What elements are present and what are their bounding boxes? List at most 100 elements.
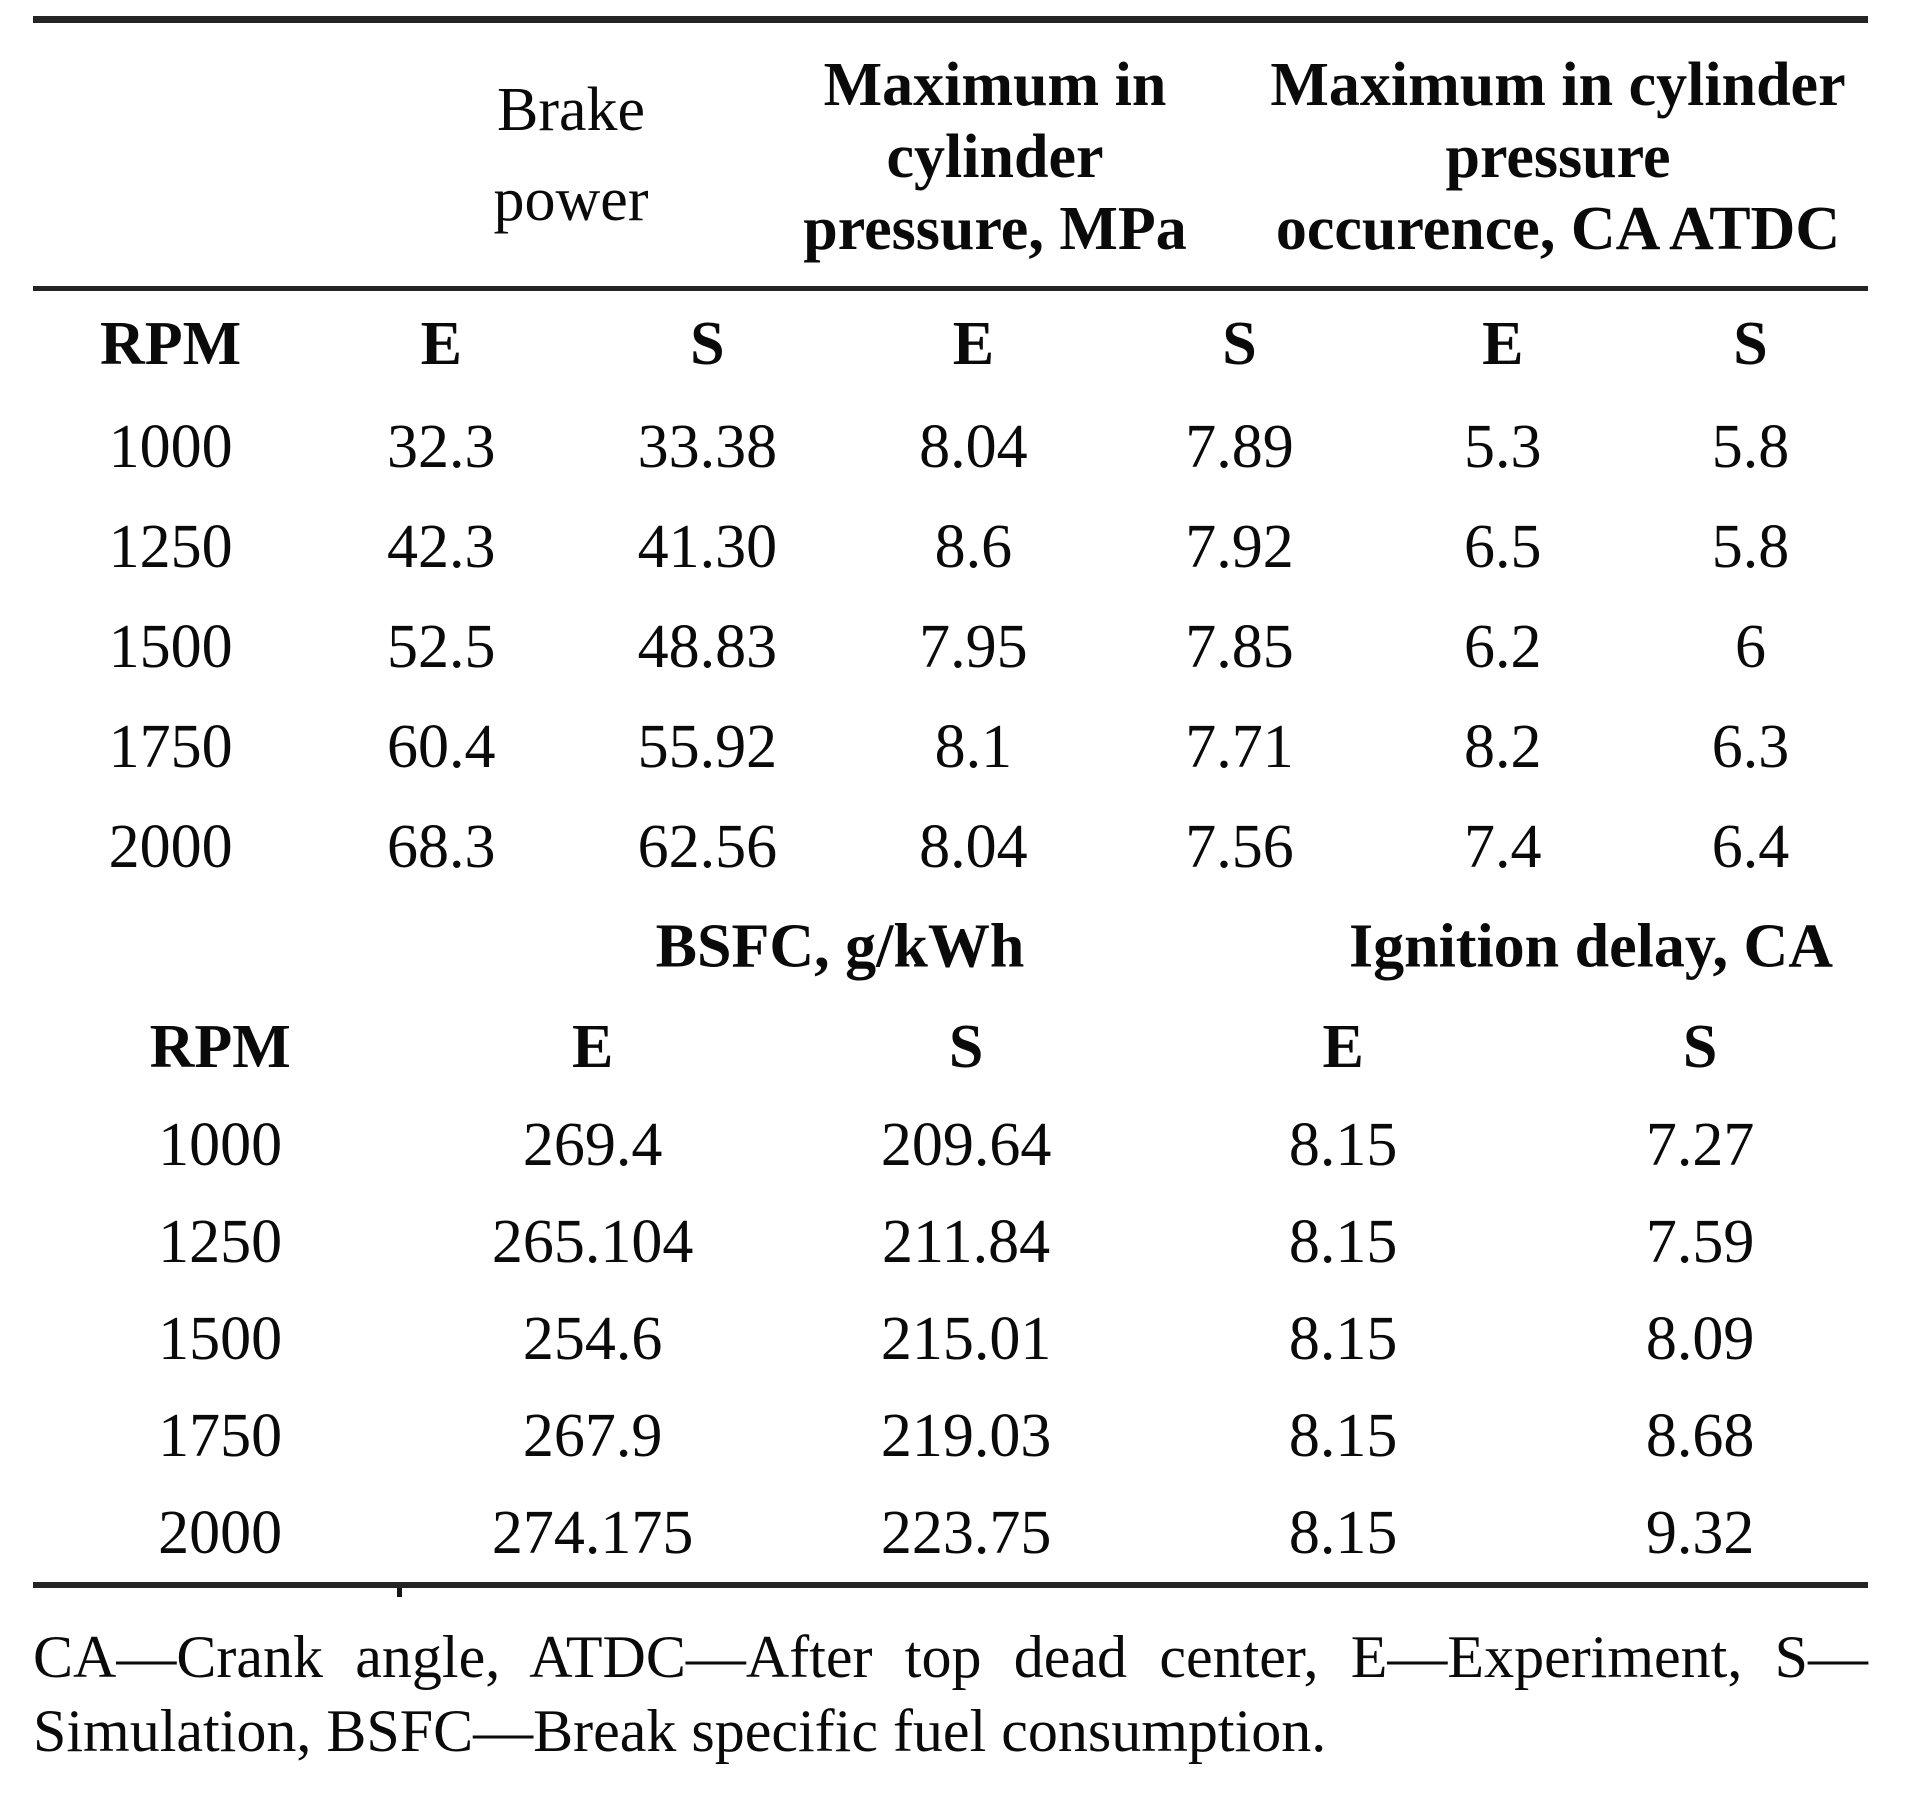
group-header-max-cylinder-pressure: Maximum in cylinder pressure, MPa (803, 49, 1186, 265)
table-row: 1000 269.4 209.64 8.15 7.27 (33, 1097, 1868, 1194)
cell-value: 254.6 (522, 1305, 663, 1373)
upper-column-header-row: RPM E S E S E S (33, 291, 1868, 397)
header-separator-rule (33, 286, 1868, 291)
col-header-s-occurrence: S (1733, 309, 1768, 378)
cell-value: 6.5 (1464, 512, 1542, 581)
cell-value: 211.84 (881, 1208, 1051, 1276)
group-header-line: Maximum in cylinder (1270, 51, 1846, 119)
cell-value: 60.4 (387, 712, 496, 781)
cell-value: 7.85 (1185, 612, 1294, 681)
cell-value: 32.3 (387, 412, 496, 481)
col-header-rpm: RPM (149, 1012, 291, 1081)
table-row: 2000 274.175 223.75 8.15 9.32 (33, 1485, 1868, 1582)
cell-value: 8.15 (1288, 1499, 1398, 1567)
cell-value: 6.3 (1711, 712, 1790, 781)
group-header-max-pressure-occurrence: Maximum in cylinder pressure occurence, … (1270, 49, 1845, 265)
table-footnote: CA—Crank angle, ATDC—After top dead cent… (33, 1620, 1868, 1768)
cell-value: 55.92 (637, 712, 778, 781)
cell-value: 223.75 (880, 1499, 1052, 1567)
cell-value: 8.15 (1288, 1208, 1398, 1276)
table-row: 2000 68.3 62.56 8.04 7.56 7.4 6.4 (33, 797, 1868, 897)
cell-value: 267.9 (522, 1402, 663, 1470)
cell-rpm: 1250 (108, 512, 233, 581)
table-row: 1250 42.3 41.30 8.6 7.92 6.5 5.8 (33, 497, 1868, 597)
cell-value: 8.6 (934, 512, 1013, 581)
cell-value: 6.2 (1464, 612, 1542, 681)
cell-value: 209.64 (880, 1111, 1052, 1179)
cell-value: 269.4 (522, 1111, 663, 1179)
cell-value: 8.15 (1288, 1402, 1398, 1470)
rule-tick-mark (397, 1588, 402, 1597)
cell-value: 8.2 (1464, 712, 1542, 781)
cell-value: 274.175 (491, 1499, 694, 1567)
lower-column-header-row: RPM E S E S (33, 997, 1868, 1097)
col-header-s-ignition: S (1682, 1012, 1718, 1081)
footnote-line: Simulation, BSFC—Break specific fuel con… (33, 1698, 1327, 1764)
performance-table-upper: RPM E S E S E S 1000 32.3 33.38 8.04 7.8… (33, 291, 1868, 897)
cell-rpm: 1750 (108, 712, 233, 781)
cell-value: 7.59 (1645, 1208, 1755, 1276)
cell-value: 5.8 (1711, 412, 1790, 481)
col-header-e-ignition: E (1322, 1012, 1364, 1081)
cell-value: 6.4 (1711, 812, 1790, 881)
cell-value: 8.1 (934, 712, 1013, 781)
cell-value: 68.3 (387, 812, 496, 881)
col-header-s-brake: S (690, 309, 725, 378)
col-header-e-pressure: E (952, 309, 995, 378)
cell-rpm: 1250 (158, 1208, 283, 1276)
col-header-s-bsfc: S (948, 1012, 984, 1081)
table-row: 1750 267.9 219.03 8.15 8.68 (33, 1388, 1868, 1485)
cell-rpm: 1000 (158, 1111, 283, 1179)
cell-value: 48.83 (637, 612, 778, 681)
table-row: 1500 52.5 48.83 7.95 7.85 6.2 6 (33, 597, 1868, 697)
cell-value: 219.03 (880, 1402, 1052, 1470)
cell-value: 52.5 (387, 612, 496, 681)
cell-value: 215.01 (880, 1305, 1052, 1373)
cell-value: 8.04 (919, 812, 1028, 881)
group-header-ignition-delay: Ignition delay, CA (1348, 912, 1834, 981)
cell-value: 7.4 (1464, 812, 1542, 881)
performance-table-lower: RPM E S E S 1000 269.4 209.64 8.15 7.27 … (33, 997, 1868, 1582)
footnote-line: CA—Crank angle, ATDC—After top dead cent… (33, 1624, 1868, 1690)
group-header-line: cylinder (886, 123, 1104, 191)
cell-value: 8.15 (1288, 1111, 1398, 1179)
cell-value: 33.38 (637, 412, 778, 481)
cell-value: 7.92 (1185, 512, 1294, 581)
cell-rpm: 1000 (108, 412, 233, 481)
cell-value: 7.56 (1185, 812, 1294, 881)
cell-value: 5.8 (1711, 512, 1790, 581)
cell-rpm: 2000 (158, 1499, 283, 1567)
group-header-line: occurence, CA ATDC (1275, 195, 1841, 263)
group-header-line: pressure, MPa (803, 195, 1187, 263)
col-header-e-bsfc: E (571, 1012, 614, 1081)
cell-value: 62.56 (637, 812, 778, 881)
cell-value: 5.3 (1464, 412, 1542, 481)
cell-rpm: 1500 (108, 612, 233, 681)
cell-value: 6 (1735, 612, 1767, 681)
upper-group-header-band: Brake power Maximum in cylinder pressure… (33, 23, 1868, 286)
group-header-line: pressure (1445, 123, 1671, 191)
cell-value: 7.71 (1185, 712, 1294, 781)
cell-value: 8.09 (1645, 1305, 1755, 1373)
cell-value: 42.3 (387, 512, 496, 581)
cell-rpm: 1750 (158, 1402, 283, 1470)
cell-value: 265.104 (491, 1208, 694, 1276)
group-header-line: Maximum in (823, 51, 1167, 119)
table-row: 1000 32.3 33.38 8.04 7.89 5.3 5.8 (33, 397, 1868, 497)
col-header-e-brake: E (420, 309, 462, 378)
group-header-brake-power: Brake power (494, 65, 649, 245)
cell-value: 8.15 (1288, 1305, 1398, 1373)
cell-value: 7.89 (1185, 412, 1294, 481)
table-bottom-rule (33, 1582, 1868, 1597)
cell-value: 8.68 (1645, 1402, 1755, 1470)
col-header-e-occurrence: E (1482, 309, 1524, 378)
cell-value: 41.30 (637, 512, 778, 581)
table-row: 1500 254.6 215.01 8.15 8.09 (33, 1291, 1868, 1388)
cell-rpm: 2000 (108, 812, 233, 881)
col-header-rpm: RPM (100, 309, 242, 378)
group-header-bsfc: BSFC, g/kWh (655, 912, 1025, 981)
col-header-s-pressure: S (1222, 309, 1257, 378)
group-header-line: power (493, 166, 649, 234)
group-header-line: Brake (496, 76, 646, 144)
